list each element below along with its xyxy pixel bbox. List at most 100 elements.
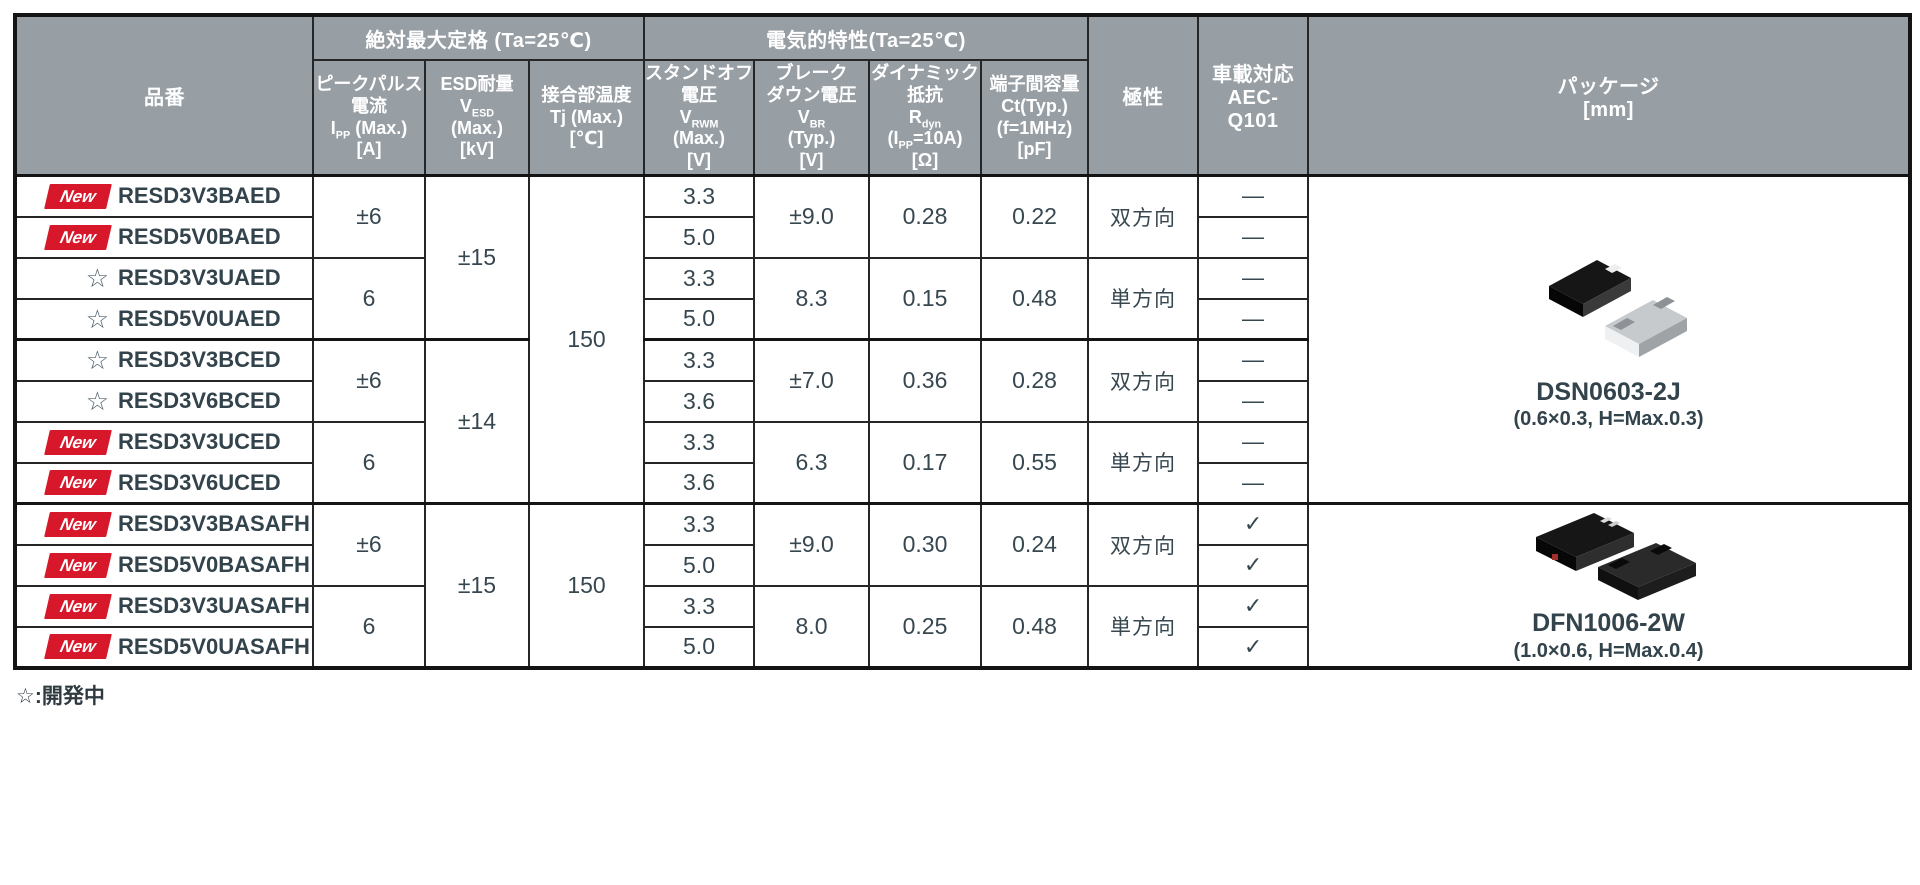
package-name: DFN1006-2W [1532,609,1685,638]
new-badge: New [44,224,112,250]
new-badge: New [44,183,112,209]
package-photo-dfn1006-icon [1535,513,1696,601]
cell-vesd: ±14 [424,338,530,505]
part-number: RESD3V3UAED [118,265,281,290]
cell-aec-status: — [1197,420,1310,464]
col-header-breakdown-voltage: ブレーク ダウン電圧 VBR (Typ.) [V] [753,59,871,177]
part-number-cell: New RESD5V0UASAFH [14,625,314,669]
cell-aec-status: — [1197,256,1310,300]
table-row: New RESD5V0UASAFH 5.0 ✓ [14,625,1910,669]
cell-ct: 0.48 [980,256,1090,341]
cell-ipp: ±6 [312,502,426,587]
part-number-cell: ☆ RESD3V3UAED [14,256,314,300]
cell-ct: 0.22 [980,174,1090,259]
star-icon: ☆ [85,345,109,376]
cell-aec-status: ✓ [1197,625,1310,669]
cell-vrwm: 3.3 [643,584,756,628]
cell-ct: 0.28 [980,338,1090,423]
part-number-cell: New RESD3V6UCED [14,461,314,505]
col-header-part-number: 品番 [14,14,314,177]
cell-rdyn: 0.15 [868,256,983,341]
cell-rdyn: 0.17 [868,420,983,505]
col-header-peak-pulse-current: ピークパルス 電流 IPP (Max.) [A] [312,59,426,177]
cell-vbr: ±7.0 [753,338,871,423]
cell-tj: 150 [527,174,646,505]
cell-aec-status: — [1197,379,1310,423]
cell-polarity: 単方向 [1087,584,1200,669]
part-number: RESD3V3UCED [118,429,281,454]
part-number-cell: New RESD5V0BAED [14,215,314,259]
col-header-esd-withstand: ESD耐量 VESD (Max.) [kV] [424,59,530,177]
aec-line2: AEC- [1227,87,1279,109]
cell-aec-status: — [1197,461,1310,505]
table-row: ☆ RESD3V6BCED 3.6 — [14,379,1910,423]
part-number-cell: ☆ RESD3V6BCED [14,379,314,423]
cell-vrwm: 3.6 [643,461,756,505]
footnote-under-development: ☆:開発中 [16,684,105,708]
pkg-line1: パッケージ [1557,75,1660,98]
cell-vesd: ±15 [424,502,530,669]
cell-vbr: 6.3 [753,420,871,505]
spec-sheet: 品番 絶対最大定格 (Ta=25℃) 電気的特性(Ta=25℃) 極性 車載対応… [13,13,1913,708]
cell-vrwm: 3.3 [643,420,756,464]
cell-vrwm: 5.0 [643,543,756,587]
new-badge: New [44,470,112,496]
cell-polarity: 双方向 [1087,338,1200,423]
part-number: RESD3V3BAED [118,183,281,209]
part-number-cell: New RESD3V3UASAFH [14,584,314,628]
part-number: RESD5V0BASAFH [118,552,310,577]
part-number: RESD5V0UASAFH [118,633,310,659]
cell-polarity: 双方向 [1087,174,1200,259]
cell-aec-status: — [1197,297,1310,341]
col-header-package: パッケージ [mm] [1307,14,1912,177]
cell-vrwm: 3.6 [643,379,756,423]
part-number-cell: New RESD3V3BASAFH [14,502,314,546]
new-badge: New [44,593,112,619]
part-number: RESD3V6UCED [118,469,281,495]
cell-vrwm: 5.0 [643,297,756,341]
star-icon: ☆ [85,303,109,334]
part-number-cell: ☆ RESD5V0UAED [14,297,314,341]
part-number: RESD3V6BCED [118,388,281,413]
aec-line1: 車載対応 [1212,64,1295,86]
table-row: ☆ RESD3V3UAED 6 3.3 8.3 0.15 0.48 単方向 — [14,256,1910,341]
cell-ipp: ±6 [312,174,426,259]
col-header-standoff-voltage: スタンドオフ 電圧 VRWM (Max.) [V] [643,59,756,177]
table-row: New RESD5V0BASAFH 5.0 ✓ [14,543,1910,587]
package-photo-dsn0603-icon [1548,259,1687,357]
cell-vrwm: 5.0 [643,215,756,259]
part-number: RESD5V0BAED [118,224,281,249]
part-number: RESD3V3UASAFH [118,593,310,618]
cell-vbr: ±9.0 [753,174,871,259]
col-header-junction-temp: 接合部温度 Tj (Max.) [℃] [527,59,646,177]
table-row: ☆ RESD5V0UAED 5.0 — [14,297,1910,341]
cell-polarity: 単方向 [1087,420,1200,505]
cell-aec-status: — [1197,174,1310,218]
table-row: New RESD3V3BAED ±6 ±15 150 3.3 ±9.0 0.28… [14,174,1912,505]
col-header-capacitance: 端子間容量 Ct(Typ.) (f=1MHz) [pF] [980,59,1090,177]
cell-vrwm: 3.3 [643,174,756,218]
table-row: ☆ RESD3V3BCED ±6 ±14 3.3 ±7.0 0.36 0.28 … [14,338,1910,505]
cell-ipp: 6 [312,420,426,505]
table-row: New RESD3V3UCED 6 3.3 6.3 0.17 0.55 単方向 … [14,420,1910,505]
part-number: RESD3V3BCED [118,347,281,373]
part-number: RESD5V0UAED [118,305,281,331]
new-badge: New [44,634,112,659]
col-header-dynamic-resistance: ダイナミック 抵抗 Rdyn (IPP=10A) [Ω] [868,59,983,177]
new-badge: New [44,429,112,455]
pkg-line2: [mm] [1583,98,1634,121]
part-number: RESD3V3BASAFH [118,511,310,537]
group-header-abs-max-ratings: 絶対最大定格 (Ta=25℃) [311,14,646,61]
star-icon: ☆ [85,263,109,293]
new-badge: New [44,511,112,537]
cell-tj: 150 [527,502,646,669]
cell-vbr: 8.0 [753,584,871,669]
cell-rdyn: 0.30 [868,502,983,587]
cell-vbr: ±9.0 [753,502,871,587]
cell-aec-status: ✓ [1197,502,1310,546]
table-row: New RESD5V0BAED 5.0 — [14,215,1910,259]
col-header-polarity: 極性 [1087,14,1200,177]
aec-line3: Q101 [1227,110,1279,132]
cell-ipp: 6 [312,256,426,341]
table-row: New RESD3V3BASAFH ±6 ±15 150 3.3 ±9.0 0.… [14,502,1912,669]
